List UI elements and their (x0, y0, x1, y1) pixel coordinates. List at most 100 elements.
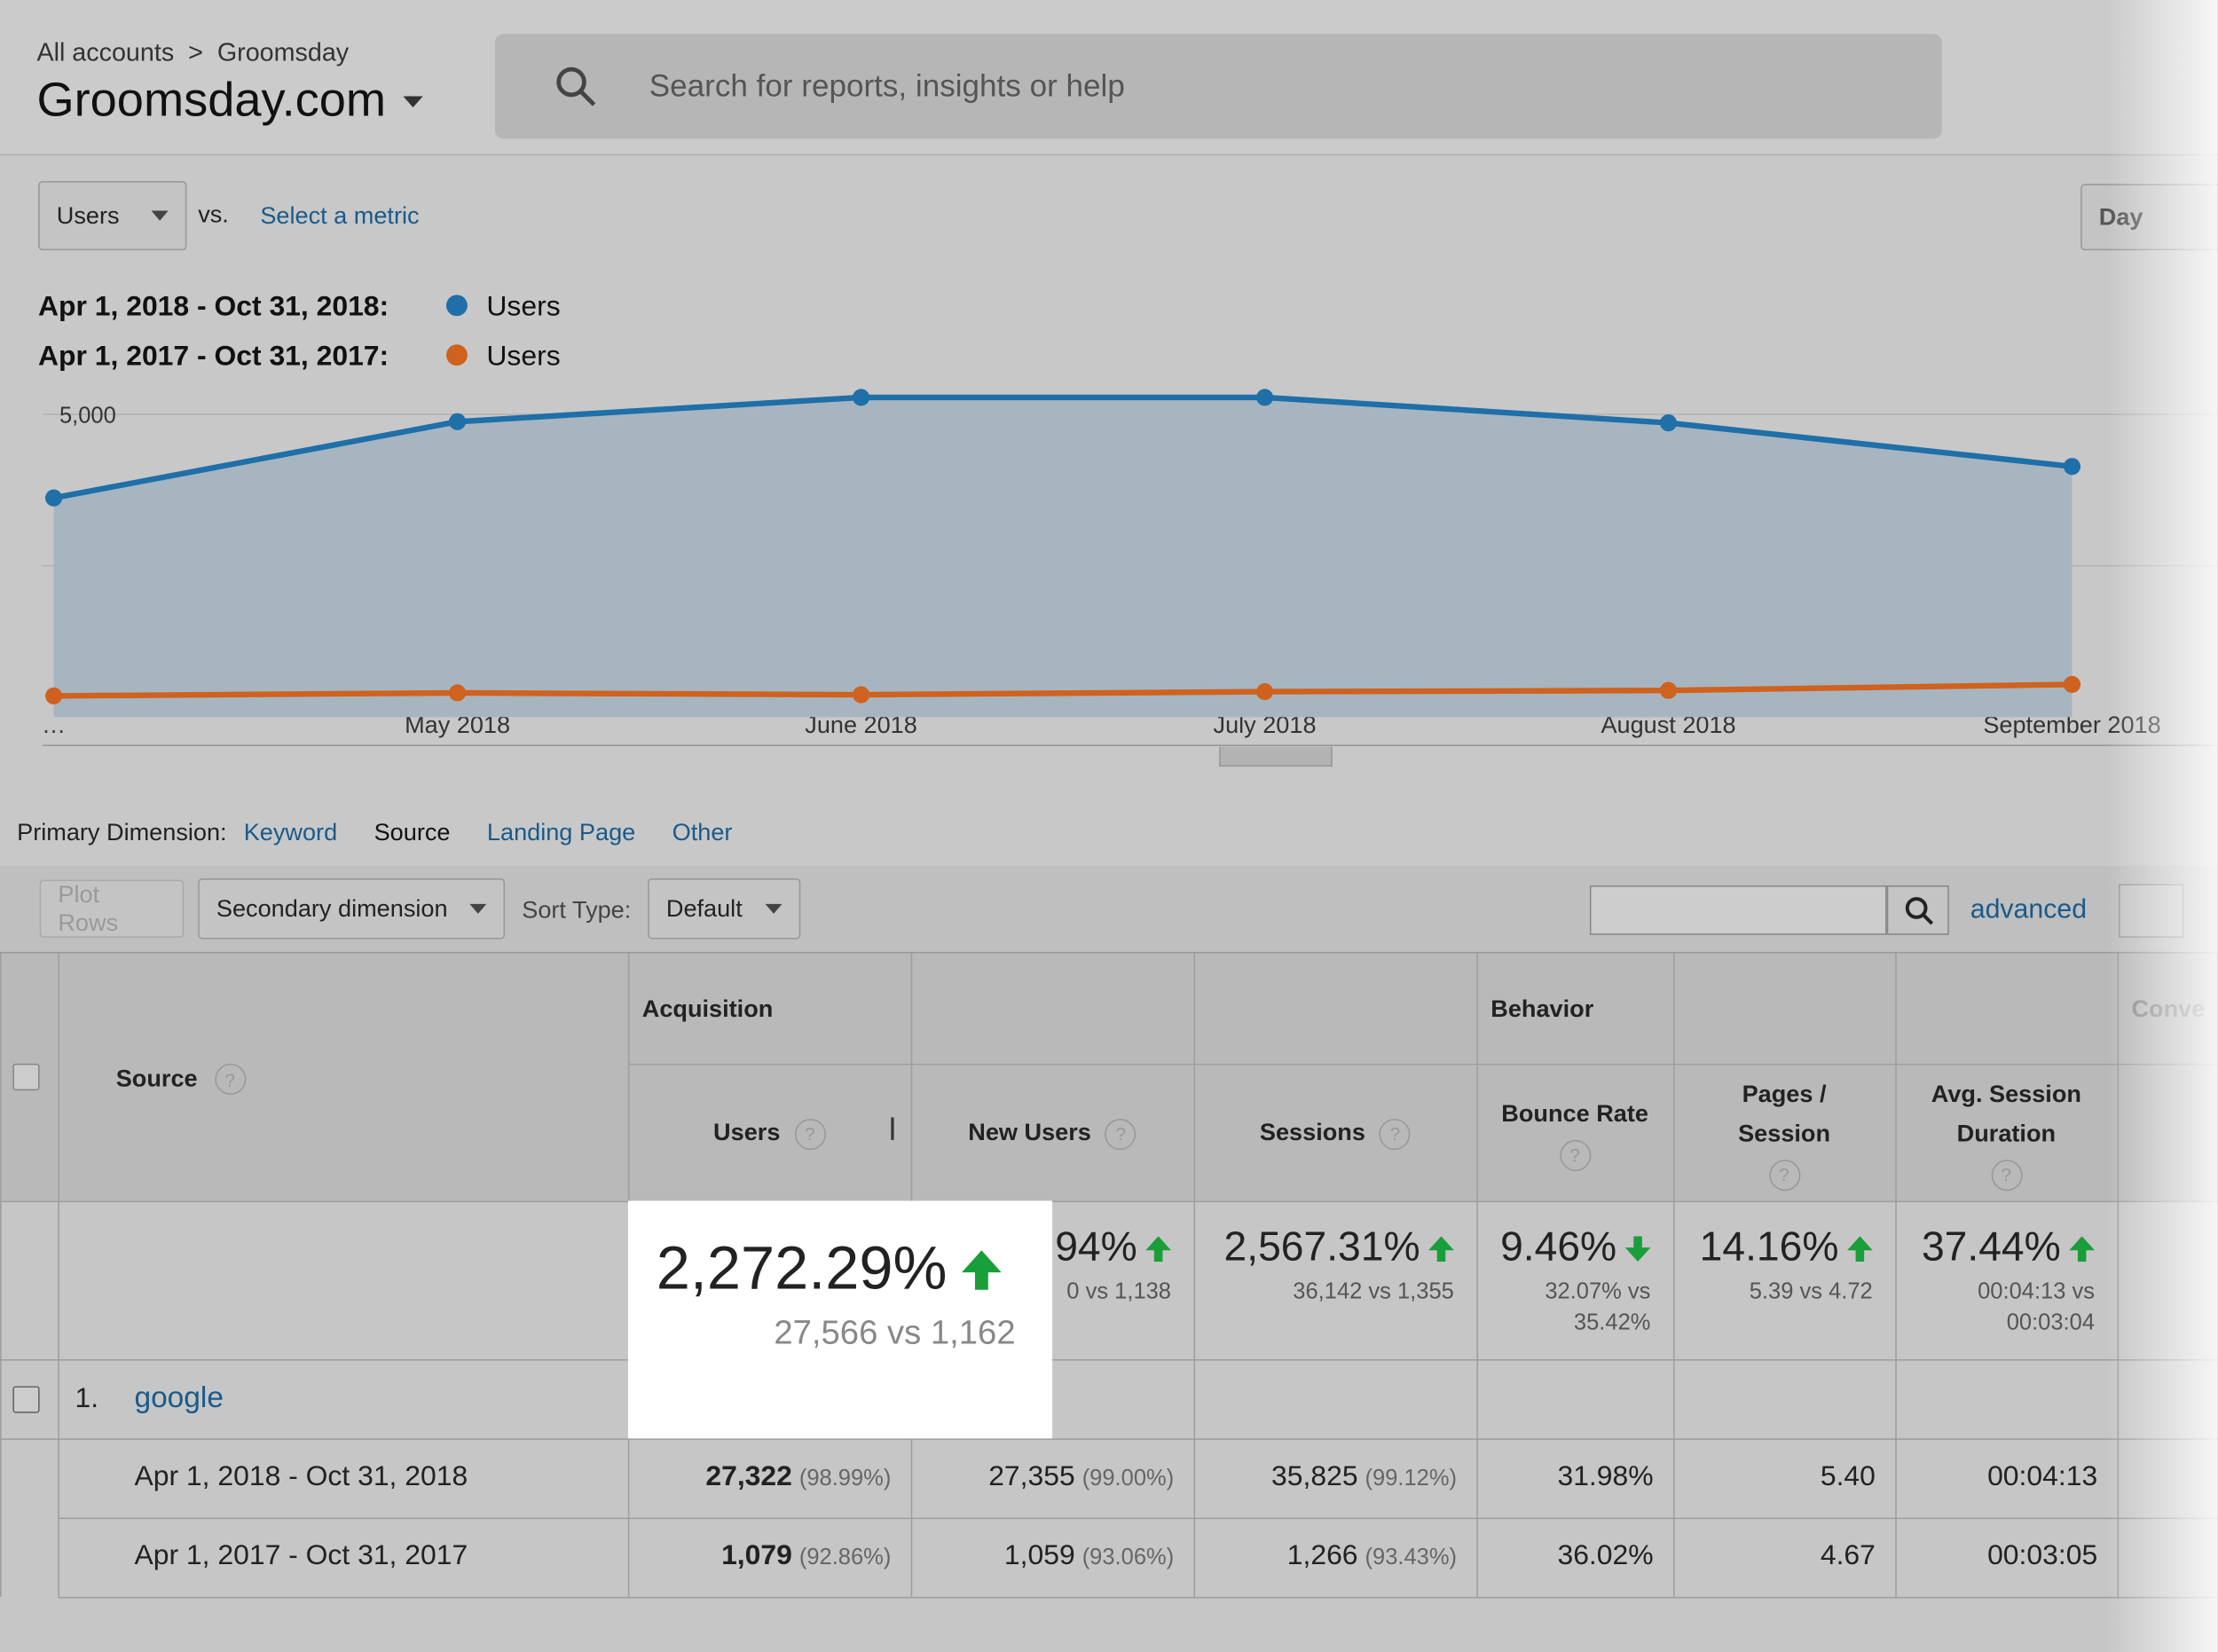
primary-dimension: Primary Dimension: Keyword Source Landing P… (17, 819, 732, 847)
area (53, 397, 2072, 718)
dimension-option[interactable]: Landing Page (486, 819, 636, 846)
sort-arrow (882, 1117, 903, 1144)
secondary-dimension[interactable]: Secondary dimension (198, 877, 506, 940)
vs-label: vs. (198, 201, 229, 228)
data-cell: 31.98% (1476, 1461, 1653, 1494)
cell-border (58, 953, 59, 1597)
point (448, 413, 467, 430)
total-detail: 36,142 vs 1,355 (1293, 1279, 1454, 1304)
row-source[interactable]: google (134, 1381, 224, 1415)
search-icon (556, 67, 596, 106)
checkbox[interactable] (12, 1063, 40, 1091)
total-detail: 0 vs 1,138 (1066, 1279, 1171, 1304)
source-header: Source? (116, 1063, 246, 1095)
data-cell: 5.40 (1673, 1461, 1876, 1494)
grid-view[interactable] (2119, 884, 2184, 938)
cell-border (1895, 953, 1897, 1597)
metric-dropdown[interactable]: Users (38, 181, 187, 251)
data-cell: 1,266 (93.43%) (1194, 1540, 1458, 1573)
legend-period: Apr 1, 2017 - Oct 31, 2017: (38, 339, 389, 371)
highlight-box: 2,272.29% 27,566 vs 1,162 (627, 1200, 1053, 1439)
period-label: Apr 1, 2017 - Oct 31, 2017 (134, 1540, 468, 1572)
collapse-handle[interactable] (1219, 746, 1333, 767)
total-detail: 27,566 vs 1,162 (774, 1314, 1016, 1353)
column-header[interactable]: Pages / Session? (1673, 1064, 1895, 1201)
total-cell: 9.46% 32.07% vs 35.42% (1476, 1225, 1651, 1340)
help-icon: ? (1559, 1139, 1591, 1171)
plot-rows[interactable]: Plot Rows (39, 879, 185, 938)
point (1659, 681, 1678, 699)
row-border (58, 1596, 2218, 1599)
point (1255, 683, 1274, 701)
legend-period: Apr 1, 2018 - Oct 31, 2018: (38, 290, 389, 322)
cell-value: 27,322 (705, 1460, 792, 1492)
filter-button[interactable] (1886, 885, 1949, 935)
cell-value: 1,079 (721, 1540, 792, 1572)
property-selector[interactable]: Groomsday.com (36, 73, 423, 129)
property-name: Groomsday.com (36, 73, 387, 128)
data-cell: 27,322 (98.99%) (628, 1460, 892, 1494)
data-table: Source? Acquisition Behavior Conve Users? New… (0, 951, 2218, 1652)
advanced-link[interactable]: advanced (1970, 895, 2088, 925)
trend-arrow (961, 1249, 1002, 1290)
total-percent: 2,272.29% (656, 1234, 948, 1303)
row-border (627, 1063, 2218, 1066)
column-header[interactable]: Users? (628, 1064, 911, 1201)
total-value: 14.16% (1673, 1225, 1873, 1272)
breadcrumb-item[interactable]: All accounts (36, 38, 175, 67)
data-cell: 36.02% (1476, 1540, 1653, 1573)
cell-border (1193, 953, 1196, 1597)
cell-share: (93.06%) (1081, 1546, 1175, 1570)
dimension-label: Primary Dimension: (17, 819, 227, 846)
cell-value: 31.98% (1557, 1460, 1654, 1492)
group-header: Acquisition (641, 995, 774, 1023)
column-header[interactable]: Sessions? (1194, 1064, 1477, 1201)
dimension-option[interactable]: Keyword (243, 819, 338, 846)
cell-value: 1,266 (1286, 1540, 1358, 1572)
column-title: Avg. Session Duration (1931, 1080, 2081, 1147)
sort-dropdown[interactable]: Default (648, 877, 801, 940)
help-icon: ? (214, 1063, 246, 1095)
column-header[interactable]: New Users? (911, 1064, 1194, 1201)
cell-share: (93.43%) (1365, 1546, 1458, 1570)
cell-share: (99.00%) (1081, 1467, 1175, 1491)
caret (151, 210, 169, 221)
cell-share: (98.99%) (798, 1467, 892, 1491)
help-icon: ? (794, 1118, 826, 1150)
help-icon: ? (1105, 1118, 1137, 1150)
group-header: Conve (2131, 995, 2206, 1023)
sort-value: Default (665, 894, 743, 922)
filter-input[interactable] (1589, 885, 1887, 935)
cell-border (1476, 953, 1478, 1597)
point (1659, 414, 1678, 432)
breadcrumb: All accounts > Groomsday (36, 38, 349, 67)
line (52, 394, 2072, 501)
point (852, 686, 870, 704)
checkbox[interactable] (12, 1386, 40, 1413)
column-header[interactable]: Bounce Rate? (1476, 1064, 1673, 1201)
select-metric[interactable]: Select a metric (260, 201, 420, 230)
total-percent: 37.44% (1921, 1224, 2061, 1270)
search-box[interactable]: Search for reports, insights or help (494, 34, 1942, 139)
trend-arrow (1145, 1235, 1171, 1262)
legend-name: Users (486, 290, 560, 322)
cell-value: 00:03:05 (1987, 1540, 2098, 1572)
search-placeholder: Search for reports, insights or help (649, 67, 1125, 104)
caret (403, 95, 423, 107)
dimension-option[interactable]: Source (374, 819, 451, 846)
cell-share: (92.86%) (798, 1546, 892, 1570)
breadcrumb-item[interactable]: Groomsday (216, 38, 350, 67)
row-border (0, 1359, 2218, 1361)
dimension-option[interactable]: Other (672, 819, 733, 846)
cell-value: 1,059 (1003, 1540, 1075, 1572)
total-percent: 14.16% (1699, 1224, 1839, 1270)
total-value: 37.44% (1895, 1224, 2096, 1272)
column-header[interactable]: Avg. Session Duration? (1895, 1064, 2117, 1201)
legend-dot (445, 295, 468, 317)
column-title: Users (713, 1118, 781, 1145)
total-percent: 2,567.31% (1223, 1224, 1420, 1270)
cell-border (0, 953, 2, 1597)
total-value: 94% (911, 1225, 1171, 1272)
column-title: Sessions (1259, 1118, 1365, 1145)
total-cell: 37.44% 00:04:13 vs 00:03:04 (1895, 1224, 2096, 1340)
